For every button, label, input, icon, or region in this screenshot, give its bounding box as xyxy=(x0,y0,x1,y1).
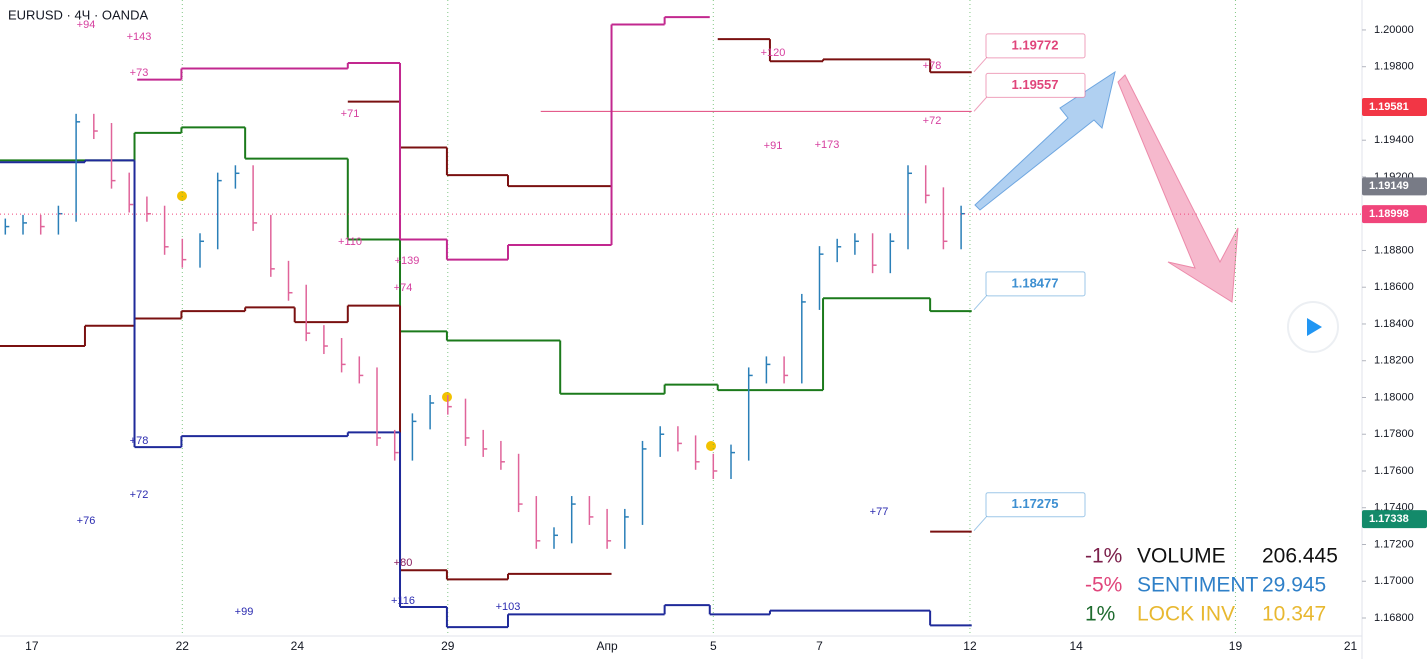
callout-box xyxy=(985,271,1086,297)
annotation: +139 xyxy=(395,255,420,267)
price-badge xyxy=(1362,177,1427,196)
x-tick-label: 29 xyxy=(441,639,455,653)
annotation: +94 xyxy=(77,19,96,31)
table-cell: SENTIMENT xyxy=(1137,574,1259,597)
y-tick-label: 1.17000 xyxy=(1374,575,1414,587)
annotation: +71 xyxy=(341,108,360,120)
callout-label: 1.18477 xyxy=(1012,275,1059,290)
annotation: +110 xyxy=(338,236,362,248)
play-button[interactable] xyxy=(1287,301,1339,353)
y-tick-label: 1.17200 xyxy=(1374,538,1414,550)
table-cell: -1% xyxy=(1085,545,1122,568)
x-tick-label: 14 xyxy=(1069,639,1083,653)
annotation: +72 xyxy=(923,115,942,127)
callout-box xyxy=(985,492,1086,518)
y-tick-label: 1.20000 xyxy=(1374,24,1414,36)
price-badge-label: 1.19149 xyxy=(1369,180,1409,192)
annotation: +91 xyxy=(764,140,783,152)
x-tick-label: 22 xyxy=(176,639,190,653)
y-tick-label: 1.17600 xyxy=(1374,465,1414,477)
x-tick-label: 24 xyxy=(291,639,305,653)
table-cell: VOLUME xyxy=(1137,545,1226,568)
price-badge xyxy=(1362,510,1427,529)
annotation: +103 xyxy=(496,601,521,613)
annotation: +77 xyxy=(870,506,889,518)
table-cell: LOCK INV xyxy=(1137,603,1235,626)
price-badge-label: 1.19581 xyxy=(1369,101,1409,113)
y-tick-label: 1.18000 xyxy=(1374,391,1414,403)
price-badge-label: 1.17338 xyxy=(1369,513,1409,525)
x-tick-label: 5 xyxy=(710,639,717,653)
y-tick-label: 1.19400 xyxy=(1374,134,1414,146)
table-cell: 10.347 xyxy=(1262,603,1326,626)
table-cell: 1% xyxy=(1085,603,1115,626)
table-cell: 206.445 xyxy=(1262,545,1338,568)
y-tick-label: 1.18800 xyxy=(1374,244,1414,256)
y-tick-label: 1.16800 xyxy=(1374,612,1414,624)
down-arrow xyxy=(1117,74,1239,303)
price-badge xyxy=(1362,97,1427,116)
annotation: +120 xyxy=(761,47,786,59)
callout-label: 1.19772 xyxy=(1012,37,1059,52)
annotation: +173 xyxy=(815,139,840,151)
y-tick-label: 1.19800 xyxy=(1374,61,1414,73)
callout-box xyxy=(985,72,1086,98)
up-arrow xyxy=(974,70,1116,211)
price-badge-label: 1.18998 xyxy=(1369,208,1409,220)
annotation: +78 xyxy=(923,60,942,72)
event-dot xyxy=(442,392,452,402)
y-tick-label: 1.17800 xyxy=(1374,428,1414,440)
x-tick-label: Апр xyxy=(597,639,619,653)
annotation: +74 xyxy=(394,282,413,294)
annotation: +72 xyxy=(130,489,149,501)
callout-label: 1.17275 xyxy=(1012,496,1059,511)
x-tick-label: 21 xyxy=(1344,639,1358,653)
price-badge xyxy=(1362,205,1427,224)
annotation: +143 xyxy=(127,31,152,43)
callout-box xyxy=(985,33,1086,59)
table-cell: 29.945 xyxy=(1262,574,1326,597)
x-tick-label: 17 xyxy=(25,639,39,653)
annotation: +99 xyxy=(235,606,254,618)
event-dot xyxy=(706,441,716,451)
annotation: +116 xyxy=(391,595,415,607)
y-tick-label: 1.18600 xyxy=(1374,281,1414,293)
table-cell: -5% xyxy=(1085,574,1122,597)
x-tick-label: 7 xyxy=(816,639,823,653)
y-tick-label: 1.18200 xyxy=(1374,355,1414,367)
annotation: +73 xyxy=(130,67,149,79)
annotation: +78 xyxy=(130,435,149,447)
y-tick-label: 1.18400 xyxy=(1374,318,1414,330)
callout-label: 1.19557 xyxy=(1012,77,1059,92)
chart-title: EURUSD · 4Ч · OANDA xyxy=(8,7,148,22)
annotation: +76 xyxy=(77,515,96,527)
annotation: +80 xyxy=(394,557,413,569)
x-tick-label: 19 xyxy=(1229,639,1243,653)
x-tick-label: 12 xyxy=(963,639,977,653)
